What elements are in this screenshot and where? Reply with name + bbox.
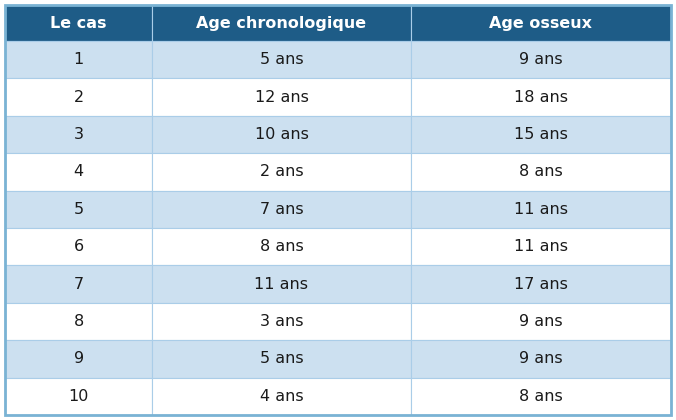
Text: 10 ans: 10 ans	[255, 127, 308, 142]
Text: 9 ans: 9 ans	[519, 52, 562, 67]
Text: 2: 2	[74, 90, 84, 105]
Text: 12 ans: 12 ans	[255, 90, 308, 105]
Bar	[411, 303, 671, 340]
Bar	[5, 153, 151, 191]
Bar	[5, 191, 151, 228]
Text: 5 ans: 5 ans	[260, 352, 304, 366]
Text: 5 ans: 5 ans	[260, 52, 304, 67]
Text: 11 ans: 11 ans	[514, 239, 568, 254]
Text: 7: 7	[74, 277, 84, 291]
Text: 9: 9	[74, 352, 84, 366]
Text: 11 ans: 11 ans	[254, 277, 308, 291]
Bar	[5, 5, 151, 41]
Text: 11 ans: 11 ans	[514, 202, 568, 217]
Bar	[151, 265, 411, 303]
Text: 9 ans: 9 ans	[519, 314, 562, 329]
Bar	[151, 303, 411, 340]
Bar	[411, 265, 671, 303]
Text: 6: 6	[74, 239, 84, 254]
Text: 3: 3	[74, 127, 84, 142]
Bar	[151, 191, 411, 228]
Text: 3 ans: 3 ans	[260, 314, 304, 329]
Bar	[411, 340, 671, 378]
Bar	[5, 79, 151, 116]
Bar	[5, 265, 151, 303]
Text: 8 ans: 8 ans	[519, 389, 562, 404]
Text: 1: 1	[74, 52, 84, 67]
Text: 8: 8	[74, 314, 84, 329]
Bar	[151, 5, 411, 41]
Bar	[411, 79, 671, 116]
Text: 5: 5	[74, 202, 84, 217]
Bar	[151, 153, 411, 191]
Text: 9 ans: 9 ans	[519, 352, 562, 366]
Bar	[411, 5, 671, 41]
Bar	[151, 378, 411, 415]
Bar	[5, 378, 151, 415]
Bar	[5, 340, 151, 378]
Text: 17 ans: 17 ans	[514, 277, 568, 291]
Bar	[411, 153, 671, 191]
Bar	[5, 41, 151, 79]
Text: 8 ans: 8 ans	[519, 165, 562, 179]
Text: 8 ans: 8 ans	[260, 239, 304, 254]
Text: Age osseux: Age osseux	[489, 16, 592, 31]
Bar	[411, 41, 671, 79]
Bar	[151, 79, 411, 116]
Text: Age chronologique: Age chronologique	[197, 16, 366, 31]
Text: 4 ans: 4 ans	[260, 389, 304, 404]
Text: 7 ans: 7 ans	[260, 202, 304, 217]
Text: 15 ans: 15 ans	[514, 127, 568, 142]
Bar	[151, 41, 411, 79]
Text: 4: 4	[74, 165, 84, 179]
Bar	[5, 228, 151, 265]
Text: 18 ans: 18 ans	[514, 90, 568, 105]
Bar	[411, 228, 671, 265]
Bar	[411, 378, 671, 415]
Text: 10: 10	[68, 389, 89, 404]
Text: 2 ans: 2 ans	[260, 165, 304, 179]
Bar	[411, 116, 671, 153]
Bar	[5, 116, 151, 153]
Bar	[151, 116, 411, 153]
Bar	[411, 191, 671, 228]
Bar	[5, 303, 151, 340]
Bar	[151, 228, 411, 265]
Bar	[151, 340, 411, 378]
Text: Le cas: Le cas	[50, 16, 107, 31]
